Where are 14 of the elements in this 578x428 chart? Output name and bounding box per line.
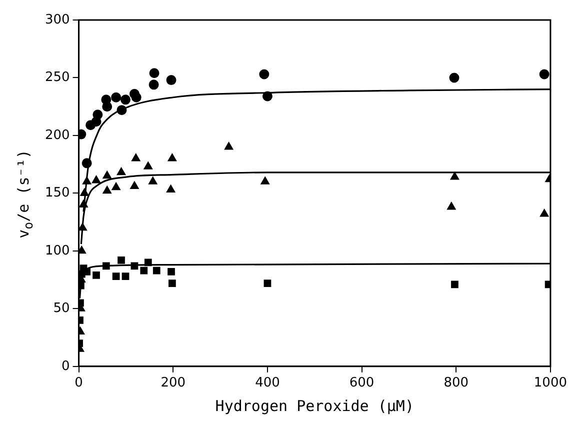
x-tick-label: 0: [74, 376, 83, 391]
y-tick-label: 250: [44, 70, 70, 86]
x-axis-title: Hydrogen Peroxide (μM): [215, 396, 414, 415]
y-tick-label: 200: [44, 128, 70, 143]
y-tick-label: 150: [44, 186, 70, 201]
x-tick-label: 400: [255, 376, 280, 391]
x-tick-label: 600: [349, 376, 374, 391]
y-tick-label: 100: [44, 243, 70, 258]
y-tick-label: 300: [44, 12, 70, 28]
x-tick-label: 200: [160, 376, 186, 391]
y-tick-label: 0: [62, 358, 70, 374]
x-tick-label: 800: [444, 376, 469, 391]
x-tick-label: 1000: [534, 376, 568, 391]
y-tick-label: 50: [53, 301, 70, 316]
